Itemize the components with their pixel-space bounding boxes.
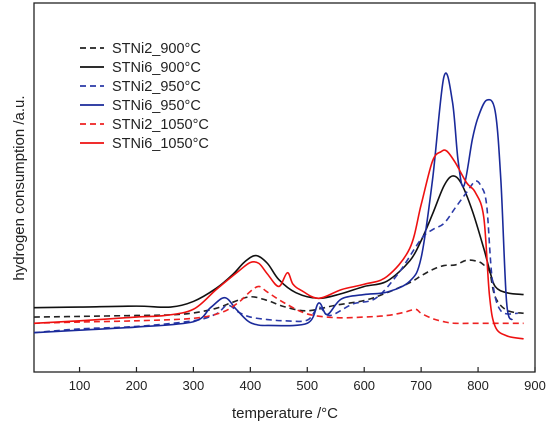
series-layer [33, 72, 524, 340]
series-line-4 [33, 72, 513, 334]
x-tick-label: 800 [467, 378, 489, 393]
legend-label: STNi2_900°C [112, 41, 201, 57]
series-line-5 [33, 285, 524, 325]
legend-label: STNi6_1050°C [112, 136, 209, 152]
legend-label: STNi6_950°C [112, 98, 201, 114]
legend-label: STNi6_900°C [112, 60, 201, 76]
series-line-6 [33, 149, 524, 340]
plot-area-frame [33, 2, 536, 373]
series-line-2 [33, 175, 524, 309]
legend: STNi2_900°C STNi6_900°C STNi2_950°C STNi6_9… [80, 41, 209, 152]
x-tick-label: 200 [126, 378, 148, 393]
series-line-1 [33, 259, 524, 318]
x-tick-label: 400 [239, 378, 261, 393]
x-tick-label: 900 [524, 378, 546, 393]
x-tick-label: 700 [410, 378, 432, 393]
y-axis-label: hydrogen consumption /a.u. [11, 95, 28, 280]
x-tick-label: 600 [353, 378, 375, 393]
legend-label: STNi2_950°C [112, 79, 201, 95]
x-axis-label: temperature /°C [232, 405, 338, 422]
x-axis-ticks: 100 200 300 400 500 600 700 800 900 [69, 367, 546, 393]
legend-label: STNi2_1050°C [112, 117, 209, 133]
x-tick-label: 300 [183, 378, 205, 393]
x-tick-label: 100 [69, 378, 91, 393]
series-line-3 [33, 180, 519, 334]
x-tick-label: 500 [296, 378, 318, 393]
